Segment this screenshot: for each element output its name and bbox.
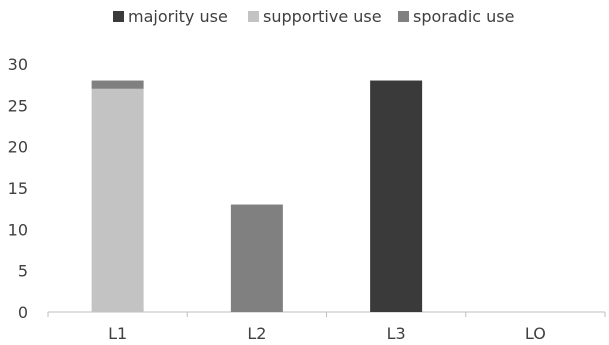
y-tick-label: 0	[18, 303, 28, 322]
legend-label-1: majority use	[128, 7, 228, 26]
y-axis: 0 5 10 15 20 25 30	[8, 55, 28, 322]
legend-swatch-1	[113, 11, 124, 22]
y-tick-label: 5	[18, 262, 28, 281]
legend-swatch-2	[248, 11, 259, 22]
y-tick-label: 25	[8, 96, 28, 115]
bar-L1-supportive-use	[91, 88, 144, 312]
legend: majority use supportive use sporadic use	[113, 7, 514, 26]
y-tick-label: 10	[8, 220, 28, 239]
bar-L3-majority-use	[370, 80, 423, 313]
x-tick-label: L3	[387, 324, 406, 343]
x-tick-label: L1	[108, 324, 127, 343]
x-tick-label: L2	[247, 324, 266, 343]
bar-L2-sporadic-use	[230, 204, 283, 312]
bar-L1-sporadic-use	[91, 80, 144, 89]
y-tick-label: 30	[8, 55, 28, 74]
x-axis: L1 L2 L3 LO	[47, 311, 606, 343]
legend-label-2: supportive use	[263, 7, 382, 26]
y-tick-label: 15	[8, 179, 28, 198]
y-tick-label: 20	[8, 138, 28, 157]
legend-label-3: sporadic use	[413, 7, 514, 26]
legend-swatch-3	[398, 11, 409, 22]
x-tick-label: LO	[525, 324, 546, 343]
bars	[91, 80, 423, 313]
